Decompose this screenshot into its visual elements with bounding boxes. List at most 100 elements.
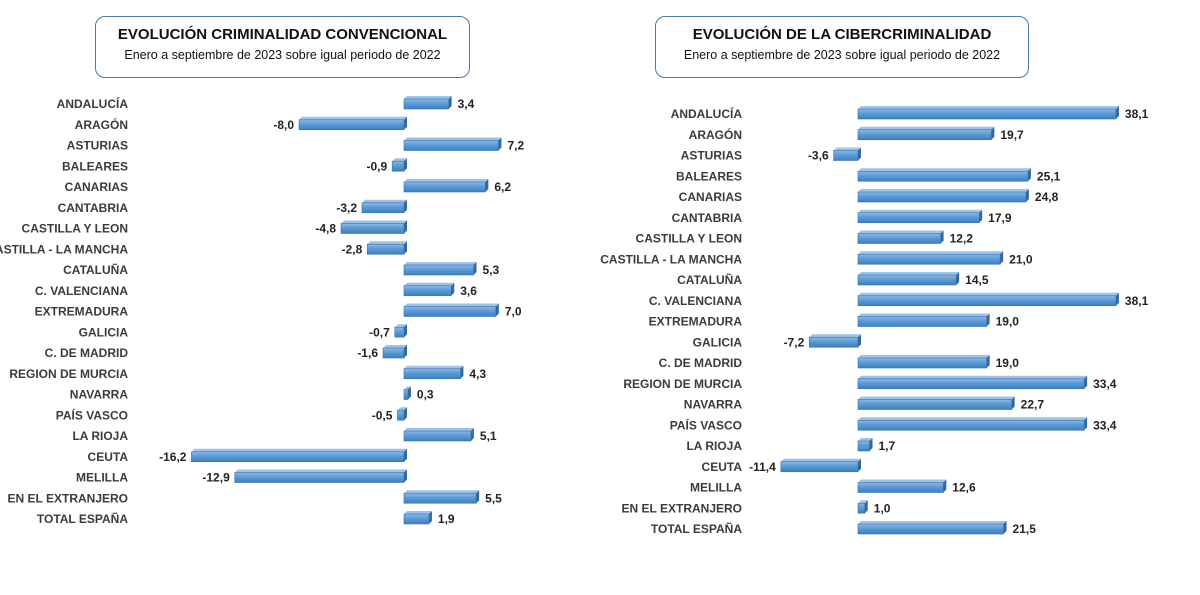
chart-title: EVOLUCIÓN CRIMINALIDAD CONVENCIONAL [117, 26, 448, 43]
category-label: ANDALUCÍA [671, 106, 743, 121]
bar-front-face [382, 347, 405, 359]
bar-front-face [857, 523, 1004, 535]
bar [340, 220, 407, 234]
data-label: 22,7 [1021, 398, 1045, 412]
bar [857, 230, 944, 244]
bar-side-face [940, 230, 944, 244]
bar [403, 428, 474, 442]
bar-top-face [404, 282, 455, 286]
category-label: EXTREMADURA [35, 305, 129, 319]
data-label: 24,8 [1035, 190, 1059, 204]
bar [857, 292, 1119, 307]
bar [857, 355, 990, 369]
bar-top-face [858, 521, 1007, 524]
bar-front-face [234, 472, 405, 483]
bar [857, 209, 983, 224]
bar-side-face [1025, 189, 1029, 202]
category-label: CANARIAS [65, 180, 128, 194]
category-label: MELILLA [76, 471, 128, 485]
data-label: 6,2 [494, 180, 511, 194]
bar-front-face [857, 357, 987, 369]
bar-front-face [857, 295, 1117, 307]
bar-front-face [403, 368, 461, 380]
bar-side-face [1084, 417, 1088, 431]
chart-cyber: ANDALUCÍA 38,1 ARAGÓN 19,7 ASTURIAS -3,6 BALEA… [600, 106, 1149, 536]
bar-front-face [191, 451, 405, 463]
bar-front-face [857, 419, 1085, 431]
data-label: 19,0 [996, 356, 1020, 370]
category-label: ARAGÓN [689, 127, 742, 142]
category-label: LA RIOJA [686, 439, 742, 453]
bar-side-face [986, 313, 990, 327]
category-label: C. DE MADRID [45, 346, 129, 360]
bar-front-face [857, 253, 1001, 265]
bar-front-face [857, 233, 941, 244]
bar-top-face [367, 241, 407, 245]
data-label: 14,5 [965, 273, 989, 287]
bar-side-face [451, 282, 455, 296]
bar [857, 313, 990, 327]
category-label: CASTILLA - LA MANCHA [0, 242, 128, 256]
bar-top-face [858, 189, 1029, 192]
bar [366, 241, 407, 255]
bar [234, 469, 407, 483]
bar-top-face [833, 147, 861, 151]
bar-side-face [404, 448, 407, 462]
bar-top-face [858, 355, 990, 358]
data-label: -1,6 [357, 346, 378, 360]
bar [403, 137, 502, 151]
bar [403, 262, 477, 276]
bar-front-face [298, 119, 405, 131]
bar-front-face [403, 264, 474, 276]
data-label: -3,2 [336, 201, 357, 215]
category-label: TOTAL ESPAÑA [37, 511, 128, 526]
data-label: 1,7 [879, 439, 896, 453]
bar [394, 324, 407, 338]
bar-side-face [1000, 251, 1004, 265]
bar-top-face [858, 417, 1088, 421]
bar-side-face [404, 469, 407, 483]
category-label: C. VALENCIANA [35, 284, 128, 298]
category-label: CASTILLA - LA MANCHA [600, 252, 742, 266]
category-label: BALEARES [676, 169, 742, 183]
category-label: BALEARES [62, 159, 128, 173]
bar-top-face [858, 479, 947, 483]
bar-front-face [403, 389, 409, 400]
bar-front-face [340, 223, 405, 234]
data-label: 5,1 [480, 429, 497, 443]
category-label: ANDALUCÍA [57, 96, 129, 111]
bar-side-face [943, 479, 947, 493]
bar-side-face [858, 147, 861, 161]
bar-top-face [858, 251, 1004, 255]
data-label: -0,9 [367, 159, 388, 173]
bar [857, 438, 873, 452]
category-label: C. VALENCIANA [649, 294, 742, 308]
bar [403, 386, 411, 400]
data-label: 33,4 [1093, 418, 1117, 432]
category-label: CANARIAS [679, 190, 742, 204]
data-label: -3,6 [808, 149, 829, 163]
category-label: EXTREMADURA [649, 315, 743, 329]
data-label: 0,3 [417, 388, 434, 402]
bar-top-face [404, 137, 502, 141]
bar-side-face [1003, 521, 1007, 534]
category-label: ARAGÓN [75, 117, 128, 132]
category-label: PAÍS VASCO [670, 417, 742, 432]
bar-front-face [857, 316, 987, 327]
bar-top-face [858, 272, 960, 275]
bar-side-face [956, 272, 960, 285]
bar-top-face [858, 292, 1119, 296]
bar-front-face [403, 492, 477, 504]
bar [403, 179, 489, 193]
bar-side-face [864, 500, 868, 514]
bar [857, 126, 995, 141]
data-label: -7,2 [784, 335, 805, 349]
bar-top-face [404, 511, 432, 514]
bar [857, 168, 1031, 182]
data-label: 38,1 [1125, 294, 1149, 308]
bar-top-face [404, 303, 499, 307]
category-label: GALICIA [693, 335, 743, 349]
bar-top-face [397, 407, 407, 411]
bar-front-face [403, 513, 430, 525]
bar-front-face [403, 98, 449, 110]
